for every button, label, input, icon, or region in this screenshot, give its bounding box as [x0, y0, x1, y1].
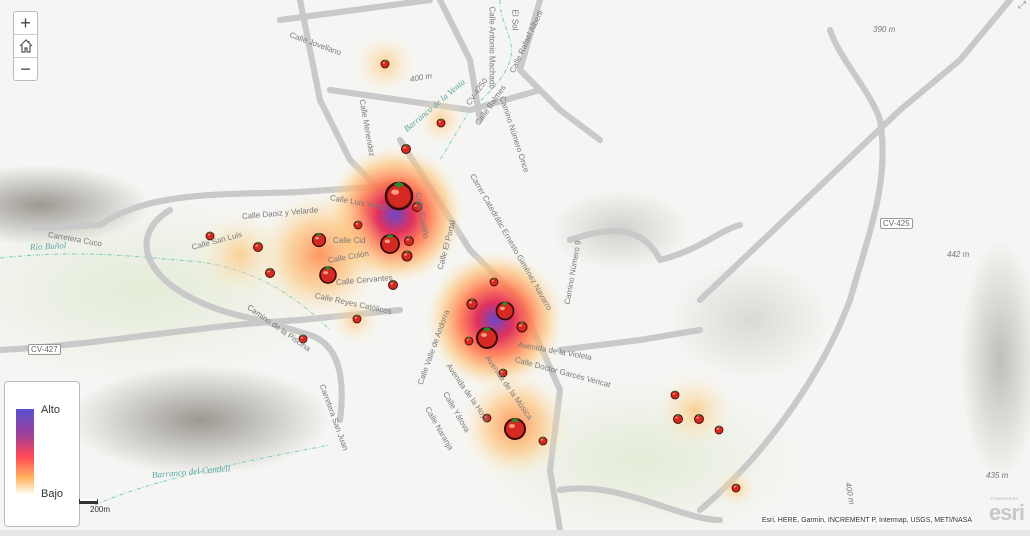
- tomato-icon[interactable]: [476, 326, 498, 349]
- tomato-icon[interactable]: [538, 436, 548, 446]
- legend-low-label: Bajo: [41, 488, 64, 500]
- tomato-icon[interactable]: [673, 413, 683, 424]
- expand-icon[interactable]: ⤢: [1018, 0, 1026, 11]
- tomato-icon[interactable]: [516, 321, 528, 333]
- road-shield: CV-427: [28, 344, 61, 355]
- street-label: Calle Cid: [333, 236, 366, 245]
- home-icon: [19, 39, 32, 53]
- scale-label: 200m: [90, 505, 111, 514]
- tomato-icon[interactable]: [380, 59, 390, 69]
- legend-color-ramp: [16, 409, 34, 495]
- legend-high-label: Alto: [41, 404, 60, 416]
- tomato-icon[interactable]: [464, 336, 474, 346]
- zoom-in-button[interactable]: +: [20, 12, 31, 33]
- tomato-icon[interactable]: [694, 413, 704, 424]
- tomato-icon[interactable]: [404, 235, 414, 246]
- zoom-controls: + −: [13, 11, 38, 81]
- tomato-icon[interactable]: [319, 265, 337, 284]
- tomato-icon[interactable]: [714, 425, 724, 435]
- tomato-icon[interactable]: [311, 232, 327, 248]
- zoom-out-button[interactable]: −: [14, 57, 37, 80]
- street-label: El Sol: [510, 9, 520, 31]
- tomato-icon[interactable]: [353, 220, 363, 230]
- tomato-icon[interactable]: [495, 300, 515, 321]
- scale-bar: 200m: [79, 499, 110, 514]
- home-button[interactable]: [14, 34, 37, 57]
- tomato-icon[interactable]: [670, 390, 680, 400]
- tomato-icon[interactable]: [466, 298, 478, 310]
- elevation-label: 435 m: [986, 471, 1009, 480]
- tomato-icon[interactable]: [401, 143, 411, 154]
- elevation-label: 442 m: [947, 250, 970, 259]
- tomato-icon[interactable]: [352, 314, 362, 324]
- esri-logo: POWERED BY esri: [988, 496, 1025, 525]
- tomato-icon[interactable]: [436, 118, 446, 128]
- tomato-icon[interactable]: [253, 241, 263, 252]
- tomato-icon[interactable]: [489, 277, 499, 287]
- street-label: Calle Antonio Machado: [487, 6, 497, 89]
- attribution: Esri, HERE, Garmin, INCREMENT P, Interma…: [761, 517, 972, 524]
- heatmap-layer: [195, 32, 756, 508]
- river-label: Río Buñol: [29, 240, 67, 252]
- heatmap-legend: Alto Bajo: [4, 381, 80, 527]
- tomato-icon[interactable]: [265, 267, 275, 278]
- elevation-label: 390 m: [873, 25, 896, 34]
- road-shield: CV-425: [880, 218, 913, 229]
- tomato-icon[interactable]: [384, 180, 414, 211]
- tomato-icon[interactable]: [401, 250, 413, 262]
- tomato-icon[interactable]: [504, 417, 526, 440]
- bottom-bar: [0, 530, 1030, 536]
- tomato-icon[interactable]: [731, 483, 741, 493]
- tomato-icon[interactable]: [380, 233, 400, 254]
